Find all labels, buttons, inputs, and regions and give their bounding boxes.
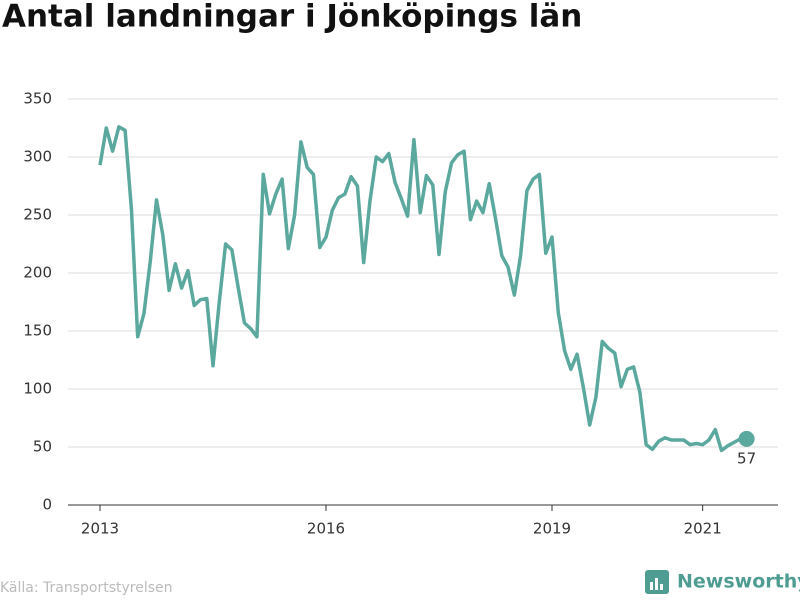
y-tick-label: 150 xyxy=(23,322,52,340)
end-value-label: 57 xyxy=(737,449,756,467)
y-tick-label: 50 xyxy=(33,438,52,456)
x-tick-label: 2013 xyxy=(81,520,119,538)
logo-bar xyxy=(655,578,658,590)
data-line xyxy=(98,125,747,453)
x-tick-label: 2019 xyxy=(533,520,571,538)
x-tick-label: 2016 xyxy=(307,520,345,538)
end-dot xyxy=(738,430,755,447)
brand-logo: Newsworthy xyxy=(645,570,800,594)
y-tick-label: 350 xyxy=(23,90,52,108)
y-tick-label: 250 xyxy=(23,206,52,224)
chart-title: Antal landningar i Jönköpings län xyxy=(2,0,582,35)
logo-bar xyxy=(650,582,653,590)
y-tick-label: 300 xyxy=(23,148,52,166)
y-tick-label: 100 xyxy=(23,380,52,398)
y-tick-label: 0 xyxy=(42,496,52,514)
logo-bar xyxy=(660,584,663,590)
y-tick-label: 200 xyxy=(23,264,52,282)
x-tick-label: 2021 xyxy=(684,520,722,538)
source: Källa: Transportstyrelsen xyxy=(0,580,173,596)
brand-name: Newsworthy xyxy=(677,571,800,593)
